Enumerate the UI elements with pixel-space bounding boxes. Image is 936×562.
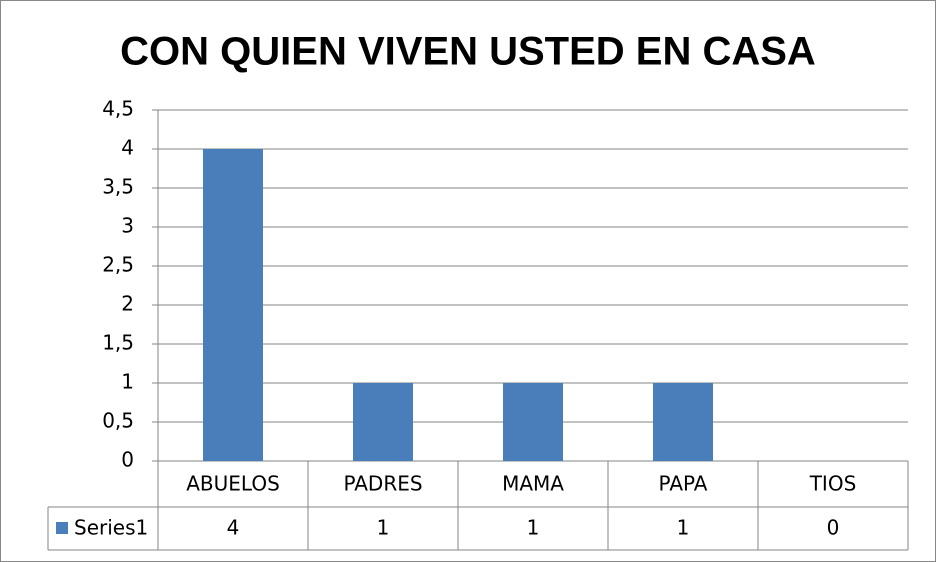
y-tick-label: 2 (121, 292, 134, 316)
y-tick-label: 1,5 (102, 331, 134, 355)
y-tick-label: 3,5 (102, 175, 134, 199)
table-value: 1 (377, 516, 390, 540)
y-tick-label: 0 (121, 448, 134, 472)
table-value: 4 (227, 516, 240, 540)
table-value: 0 (827, 516, 840, 540)
y-tick-label: 4,5 (102, 97, 134, 121)
legend-swatch (56, 522, 68, 534)
y-tick-label: 4 (121, 136, 134, 160)
x-tick-label: PAPA (659, 472, 708, 496)
bar (203, 149, 263, 461)
legend-label: Series1 (74, 516, 148, 540)
chart-title: CON QUIEN VIVEN USTED EN CASA (120, 30, 816, 74)
table-value: 1 (527, 516, 540, 540)
x-tick-label: PADRES (343, 472, 422, 496)
x-tick-label: MAMA (502, 472, 564, 496)
bar (503, 383, 563, 461)
y-tick-label: 0,5 (102, 409, 134, 433)
y-tick-label: 2,5 (102, 253, 134, 277)
x-tick-label: TIOS (809, 472, 857, 496)
x-tick-label: ABUELOS (186, 472, 280, 496)
y-tick-label: 1 (121, 370, 134, 394)
y-tick-label: 3 (121, 214, 134, 238)
bar (653, 383, 713, 461)
bar (353, 383, 413, 461)
table-value: 1 (677, 516, 690, 540)
